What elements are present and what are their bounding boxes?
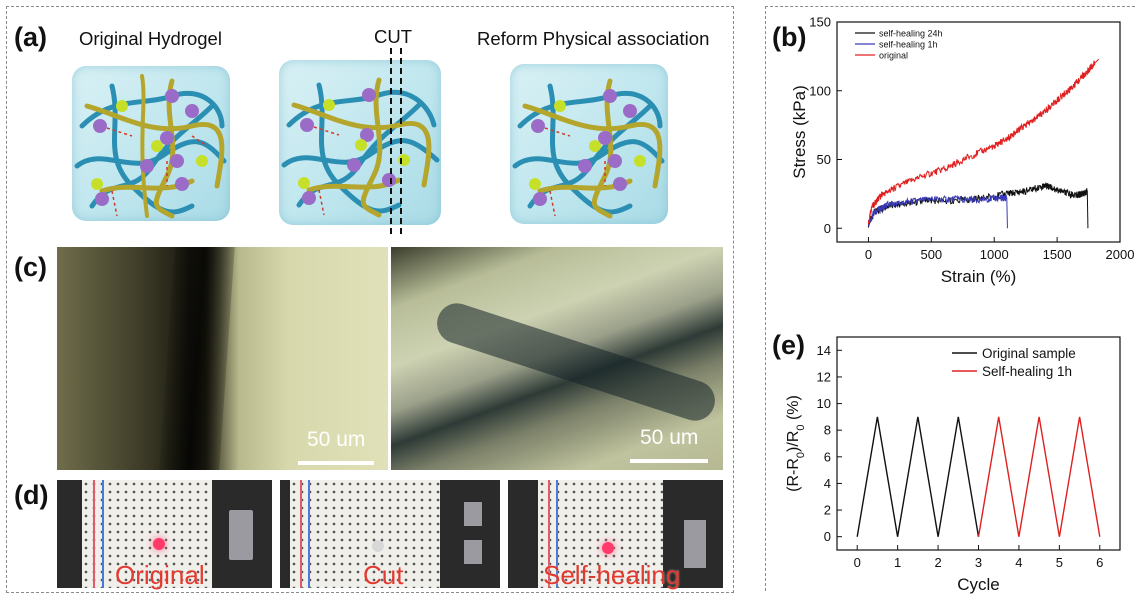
y-tick-label: 4 [824,476,831,491]
circuit-photo-cut [280,480,500,588]
y-tick-label: 150 [809,15,831,30]
x-tick-label: 1 [894,555,901,570]
x-axis-label: Strain (%) [941,267,1017,286]
y-axis-label: (R-R0)/R0 (%) [785,395,807,492]
panel-a-frame [6,6,734,593]
y-tick-label: 50 [817,152,831,167]
cut-line-right [400,48,402,234]
series-line-original-sample [856,416,980,537]
micrograph-right [391,247,723,470]
plot-frame [836,21,1121,243]
y-axis-label-part: 0 [795,424,807,430]
cut-line-left [390,48,392,234]
original-hydrogel-network [72,66,230,221]
legend-label: self-healing 1h [879,40,938,50]
y-tick-label: 10 [817,396,831,411]
series-line-self-healing-24h [867,182,1089,229]
y-axis-label: Stress (kPa) [790,85,809,179]
micrograph-left [57,247,388,470]
y-tick-label: 12 [817,369,831,384]
y-axis-label-part: (R-R [785,458,802,492]
led-lit [602,542,614,554]
x-tick-label: 1500 [1043,247,1072,262]
network-illustration-reformed [512,78,665,219]
panel-c-letter: (c) [14,252,47,282]
healed-seam [431,298,721,426]
x-tick-label: 2 [934,555,941,570]
gel-sample [684,520,706,568]
plot-frame [836,336,1121,551]
x-tick-label: 0 [865,247,872,262]
gel-sample-top [464,502,482,526]
stress-strain-chart: 0 500 1000 1500 2000 0 50 100 150 Strain (%) Stres… [790,15,1135,287]
panel-a-letter: (a) [14,22,47,52]
rail-blue [556,480,558,588]
panel-e-letter: (e) [772,330,805,360]
legend-label: original [879,51,908,61]
y-axis-label-part: (%) [785,395,802,424]
y-tick-label: 2 [824,503,831,518]
y-tick-label: 0 [824,221,831,236]
series-line-self-healing-1h [867,193,1008,229]
gel-sample [229,510,253,560]
caption-original: Original [115,560,205,590]
x-tick-label: 4 [1015,555,1022,570]
x-tick-label: 6 [1096,555,1103,570]
breadboard [290,480,440,588]
network-illustration [74,74,227,219]
x-axis-label: Cycle [957,575,1000,594]
y-axis-label-part: )/R [785,431,802,452]
caption-cut: Cut [363,560,404,590]
y-tick-label: 6 [824,449,831,464]
y-tick-label: 0 [824,529,831,544]
original-hydrogel-title: Original Hydrogel [79,28,222,49]
x-tick-label: 1000 [980,247,1009,262]
circuit-photo-original [57,480,272,588]
rail-blue [308,480,310,588]
rail-red [93,480,95,588]
y-tick-label: 8 [824,423,831,438]
circuit-photo-self-healing [508,480,723,588]
reformed-hydrogel-network [510,64,668,224]
legend-label: Self-healing 1h [982,364,1072,379]
reform-title: Reform Physical association [477,28,710,49]
x-tick-label: 3 [975,555,982,570]
network-illustration-cut [281,77,440,218]
series-line-self-healing-1h [977,416,1101,537]
x-tick-label: 0 [854,555,861,570]
right-column-left-border [765,6,766,591]
scale-label-right: 50 um [640,426,699,449]
scale-bar-right [630,459,708,463]
led-off [372,540,384,552]
y-axis-label-part: 0 [795,452,807,458]
cut-hydrogel-network [279,60,441,225]
panel-b-letter: (b) [772,22,807,52]
cut-title: CUT [374,26,413,47]
y-tick-label: 14 [817,343,831,358]
led-lit [153,538,165,550]
series-line-original [867,58,1099,225]
panel-d-letter: (d) [14,480,49,510]
legend-label: self-healing 24h [879,29,943,39]
y-tick-label: 100 [809,83,831,98]
breadboard [538,480,663,588]
scale-bar-left [298,461,374,465]
caption-self-healing: Self-healing [543,560,681,590]
rail-red [300,480,302,588]
crack-shadow [159,247,235,470]
rail-blue [102,480,104,588]
right-column-top-border [765,6,1135,7]
x-tick-label: 500 [920,247,942,262]
x-tick-label: 2000 [1106,247,1135,262]
x-tick-label: 5 [1056,555,1063,570]
rail-red [548,480,550,588]
legend-label: Original sample [982,346,1076,361]
gel-sample-bottom [464,540,482,564]
scale-label-left: 50 um [307,428,366,451]
